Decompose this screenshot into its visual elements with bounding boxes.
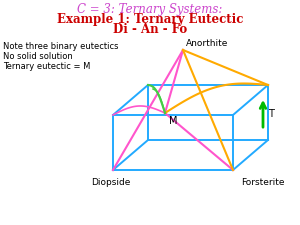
Text: Example 1: Ternary Eutectic: Example 1: Ternary Eutectic bbox=[57, 13, 243, 26]
Text: Di - An - Fo: Di - An - Fo bbox=[113, 23, 187, 36]
Text: T: T bbox=[268, 109, 274, 119]
Text: Diopside: Diopside bbox=[91, 178, 131, 187]
Text: Ternary eutectic = M: Ternary eutectic = M bbox=[3, 62, 90, 71]
Text: No solid solution: No solid solution bbox=[3, 52, 73, 61]
Text: Forsterite: Forsterite bbox=[241, 178, 285, 187]
Text: Anorthite: Anorthite bbox=[186, 39, 228, 48]
Text: M: M bbox=[169, 116, 178, 126]
Text: Note three binary eutectics: Note three binary eutectics bbox=[3, 42, 118, 51]
Text: C = 3: Ternary Systems:: C = 3: Ternary Systems: bbox=[77, 3, 223, 16]
